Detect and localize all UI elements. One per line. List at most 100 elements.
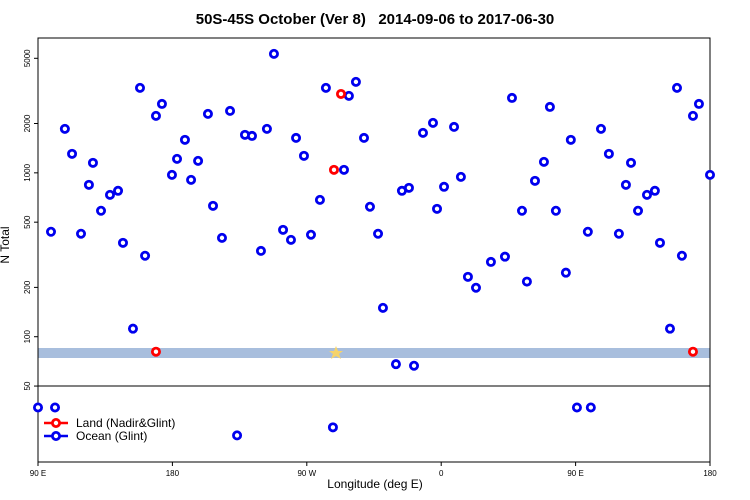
y-tick-label: 5000 [23,49,32,67]
data-point [179,134,190,145]
data-point [676,250,687,261]
data-point [485,256,496,267]
data-point [268,48,279,59]
data-point [373,228,384,239]
x-axis-label: Longitude (deg E) [327,477,422,491]
y-tick-label: 1000 [23,163,32,181]
data-point [633,205,644,216]
chart-title: 50S-45S October (Ver 8) 2014-09-06 to 20… [196,11,555,28]
y-tick-label: 500 [23,215,32,229]
data-point [305,229,316,240]
x-tick-label: 0 [439,469,444,478]
y-tick-label: 200 [23,280,32,294]
data-point [150,346,161,357]
data-point [298,150,309,161]
data-point [687,346,698,357]
data-point [506,92,517,103]
data-point [565,134,576,145]
data-point [225,105,236,116]
x-tick-label: 180 [166,469,180,478]
data-point [59,123,70,134]
data-point [403,182,414,193]
x-tick-label: 180 [703,469,717,478]
data-point [33,402,44,413]
data-point [50,402,61,413]
data-point [671,82,682,93]
data-point [278,224,289,235]
legend-marker [51,430,62,441]
data-point [427,117,438,128]
data-point [202,108,213,119]
data-point [613,228,624,239]
data-point [571,402,582,413]
data-point [582,226,593,237]
data-point [449,121,460,132]
data-point [705,169,716,180]
data-point [529,175,540,186]
data-point [350,76,361,87]
y-tick-label: 50 [23,381,32,390]
data-point [328,164,339,175]
data-point [67,148,78,159]
data-point [560,267,571,278]
data-point [343,90,354,101]
data-point [140,250,151,261]
data-point [96,205,107,216]
data-point [470,282,481,293]
data-point [338,164,349,175]
data-point [499,251,510,262]
data-point [693,98,704,109]
data-point [246,130,257,141]
data-point [172,153,183,164]
data-point [417,127,428,138]
data-point [104,189,115,200]
data-point [603,148,614,159]
data-point [439,181,450,192]
data-point [166,169,177,180]
data-point [358,132,369,143]
data-point [595,123,606,134]
data-point [156,98,167,109]
data-point [390,359,401,370]
data-point [550,205,561,216]
data-point [327,422,338,433]
x-tick-label: 90 W [297,469,316,478]
data-point [585,402,596,413]
data-point [432,203,443,214]
data-point [620,179,631,190]
data-point [516,205,527,216]
data-point [113,185,124,196]
data-point [186,174,197,185]
data-point [409,360,420,371]
data-point [462,271,473,282]
legend-label: Ocean (Glint) [76,429,147,443]
plot-frame [37,37,711,463]
data-point [626,157,637,168]
coverage-band [38,348,710,358]
data-point [285,234,296,245]
data-point [649,185,660,196]
data-point [87,157,98,168]
data-point [364,201,375,212]
data-point [377,302,388,313]
data-point [261,123,272,134]
data-point [83,179,94,190]
data-point [641,189,652,200]
data-point [117,237,128,248]
data-point [654,237,665,248]
data-point [208,200,219,211]
data-point [538,156,549,167]
y-axis-label: N Total [0,226,12,263]
legend-label: Land (Nadir&Glint) [76,416,175,430]
data-point [320,82,331,93]
data-point [232,430,243,441]
marker-star [329,346,343,359]
data-point [291,132,302,143]
data-point [521,276,532,287]
x-tick-label: 90 E [567,469,583,478]
data-point [45,226,56,237]
data-point [193,155,204,166]
data-point [134,82,145,93]
data-point [544,101,555,112]
